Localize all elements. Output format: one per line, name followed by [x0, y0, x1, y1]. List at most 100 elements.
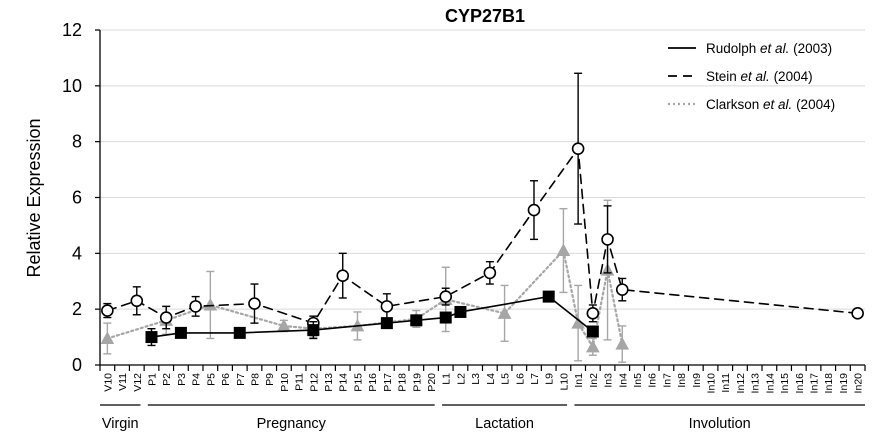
x-tick-label-L10: L10	[558, 373, 570, 391]
series-2-line	[106, 248, 624, 350]
x-tick-label-P15: P15	[352, 373, 364, 392]
series-0-point-P1	[145, 331, 158, 344]
x-tick-label-V12: V12	[132, 373, 144, 392]
x-tick-label-L2: L2	[455, 373, 467, 385]
series-0-point-P19	[410, 314, 423, 327]
x-tick-label-In12: In12	[735, 373, 747, 394]
series-0-point-P17	[380, 317, 393, 330]
x-tick-label-L5: L5	[500, 373, 512, 385]
x-tick-label-In16: In16	[794, 373, 806, 394]
series-1-point-L1	[439, 290, 453, 303]
x-tick-label-P16: P16	[367, 373, 379, 392]
x-tick-label-In5: In5	[632, 373, 644, 388]
series-0-point-P3	[174, 326, 187, 339]
x-tick-label-In3: In3	[603, 373, 615, 388]
legend-label-0: Rudolph et al. (2003)	[706, 41, 832, 56]
series-0-point-L9	[542, 290, 555, 303]
series-1-point-P4	[189, 300, 202, 313]
x-tick-label-In17: In17	[809, 373, 821, 394]
y-tick-label-10: 10	[62, 76, 82, 96]
y-axis-label: Relative Expression	[24, 118, 44, 277]
series-1-point-L4	[483, 266, 497, 280]
y-tick-label-6: 6	[72, 188, 82, 208]
x-tick-label-P1: P1	[146, 373, 158, 386]
series-1-point-In20	[851, 307, 864, 320]
x-tick-label-In14: In14	[764, 373, 776, 394]
x-tick-label-P5: P5	[205, 373, 217, 386]
series-0	[145, 290, 599, 347]
y-tick-label-0: 0	[72, 355, 82, 375]
series-1-point-V10	[101, 304, 114, 317]
x-tick-label-P2: P2	[161, 373, 173, 386]
x-tick-label-P13: P13	[323, 373, 335, 392]
x-tick-label-P7: P7	[235, 373, 247, 386]
x-tick-label-In7: In7	[661, 373, 673, 388]
chart-title: CYP27B1	[445, 6, 525, 26]
x-tick-label-In10: In10	[706, 373, 718, 394]
y-tick-label-2: 2	[72, 299, 82, 319]
x-tick-label-V10: V10	[102, 373, 114, 392]
x-tick-label-L7: L7	[529, 373, 541, 385]
series-2-point-In2	[585, 339, 600, 353]
x-tick-label-L9: L9	[544, 373, 556, 385]
series-1-line	[106, 146, 859, 325]
x-tick-label-In18: In18	[823, 373, 835, 394]
series-1-point-In1	[571, 142, 585, 155]
series-1-point-V12	[130, 294, 144, 308]
series-2-point-In4	[615, 337, 630, 350]
x-tick-label-L1: L1	[441, 373, 453, 385]
x-tick-label-P3: P3	[176, 373, 188, 386]
series-0-point-P12	[307, 324, 320, 337]
series-0-line	[150, 295, 594, 338]
x-tick-label-In9: In9	[691, 373, 703, 388]
x-tick-label-In20: In20	[853, 373, 865, 394]
series-1-point-In2	[586, 307, 600, 320]
x-tick-label-In15: In15	[779, 373, 791, 394]
x-tick-label-L4: L4	[485, 373, 497, 385]
legend: Rudolph et al. (2003) Stein et al. (2004)…	[668, 41, 835, 112]
x-tick-label-P18: P18	[397, 373, 409, 392]
group-label-virgin: Virgin	[102, 416, 139, 432]
group-label-pregnancy: Pregnancy	[257, 416, 327, 432]
x-tick-label-P4: P4	[191, 373, 203, 386]
series-layer	[100, 72, 864, 363]
legend-label-1: Stein et al. (2004)	[706, 69, 813, 84]
series-1-point-P2	[159, 311, 173, 324]
x-tick-label-In19: In19	[838, 373, 850, 394]
x-tick-label-P12: P12	[308, 373, 320, 392]
group-label-involution: Involution	[689, 416, 751, 432]
x-tick-label-P9: P9	[264, 373, 276, 386]
series-1	[101, 72, 864, 331]
series-2-point-P5	[203, 297, 218, 311]
series-1-point-P17	[380, 300, 394, 313]
series-0-point-P7	[233, 326, 246, 339]
x-tick-label-In4: In4	[617, 373, 629, 388]
x-tick-label-L3: L3	[470, 373, 482, 385]
x-tick-label-V11: V11	[117, 373, 129, 391]
series-0-point-L1	[439, 311, 452, 324]
y-tick-label-12: 12	[62, 20, 82, 40]
series-2-point-L5	[497, 306, 512, 319]
x-tick-label-In8: In8	[676, 373, 688, 388]
x-tick-label-In2: In2	[588, 373, 600, 388]
group-label-lactation: Lactation	[475, 416, 534, 432]
legend-label-2: Clarkson et al. (2004)	[706, 97, 835, 112]
x-tick-label-P20: P20	[426, 373, 438, 392]
series-1-point-L7	[527, 203, 541, 217]
series-1-point-P8	[248, 297, 261, 310]
gridlines	[100, 29, 865, 310]
x-tick-label-In6: In6	[647, 373, 659, 388]
y-tick-label-8: 8	[72, 132, 82, 152]
series-2-point-V10	[100, 331, 115, 344]
x-tick-label-In13: In13	[750, 373, 762, 394]
x-tick-label-P17: P17	[382, 373, 394, 392]
series-1-point-In3	[601, 233, 614, 246]
series-0-point-L2	[454, 305, 467, 318]
x-tick-label-P14: P14	[338, 373, 350, 392]
x-tick-label-In1: In1	[573, 373, 585, 388]
y-tick-label-4: 4	[72, 243, 82, 263]
x-tick-label-P8: P8	[249, 373, 261, 386]
